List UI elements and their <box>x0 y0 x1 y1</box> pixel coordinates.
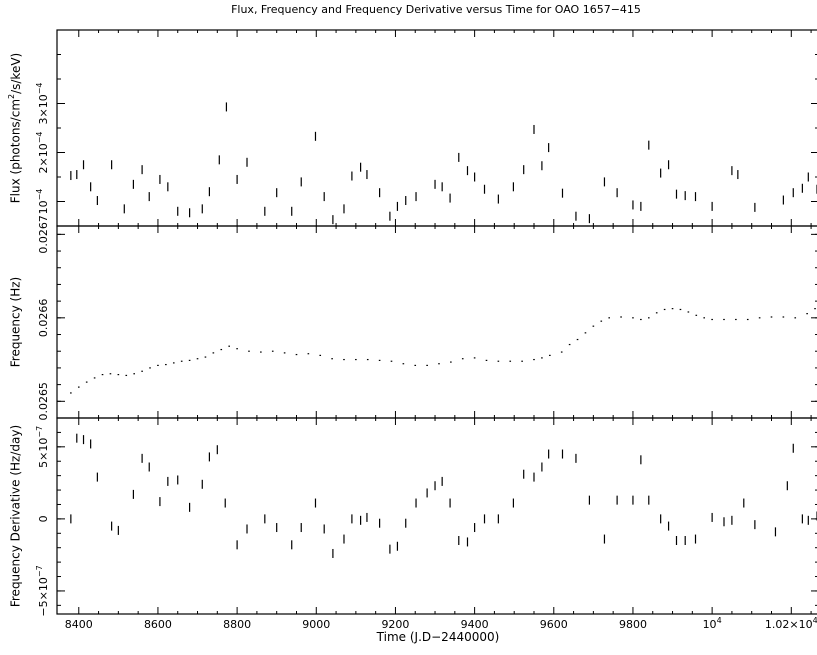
y-tick-label: 2×10−4 <box>35 131 51 173</box>
x-tick-label: 8800 <box>223 618 251 631</box>
y-tick-label: 0.0266 <box>37 299 50 338</box>
x-tick-label: 9600 <box>540 618 568 631</box>
x-tick-label: 8600 <box>144 618 172 631</box>
chart-title: Flux, Frequency and Frequency Derivative… <box>231 3 641 16</box>
x-tick-label: 104 <box>703 616 722 631</box>
y-tick-label: 10−4 <box>35 189 51 215</box>
y-axis-label: Frequency (Hz) <box>9 277 23 368</box>
y-tick-label: 0 <box>37 515 50 522</box>
points-layer <box>71 102 817 558</box>
y-tick-label: 0.0265 <box>37 382 50 421</box>
x-tick-label: 1.02×104 <box>765 616 817 631</box>
y-axis-label: Flux (photons/cm2/s/keV) <box>7 53 23 203</box>
y-tick-label: −5×10−7 <box>35 565 51 616</box>
x-tick-label: 9800 <box>619 618 647 631</box>
y-axis-label: Frequency Derivative (Hz/day) <box>9 425 23 607</box>
ticks-layer <box>57 30 817 614</box>
panel-frame-derivative <box>57 418 817 614</box>
y-tick-label: 5×10−7 <box>35 426 51 468</box>
y-tick-label: 3×10−4 <box>35 82 51 124</box>
y-tick-label: 0.0267 <box>37 215 50 254</box>
panel-frame-flux <box>57 30 817 226</box>
panel-frame-frequency <box>57 226 817 418</box>
x-tick-label: 8400 <box>65 618 93 631</box>
x-tick-label: 9000 <box>302 618 330 631</box>
x-axis-label: Time (J.D−2440000) <box>376 630 500 644</box>
